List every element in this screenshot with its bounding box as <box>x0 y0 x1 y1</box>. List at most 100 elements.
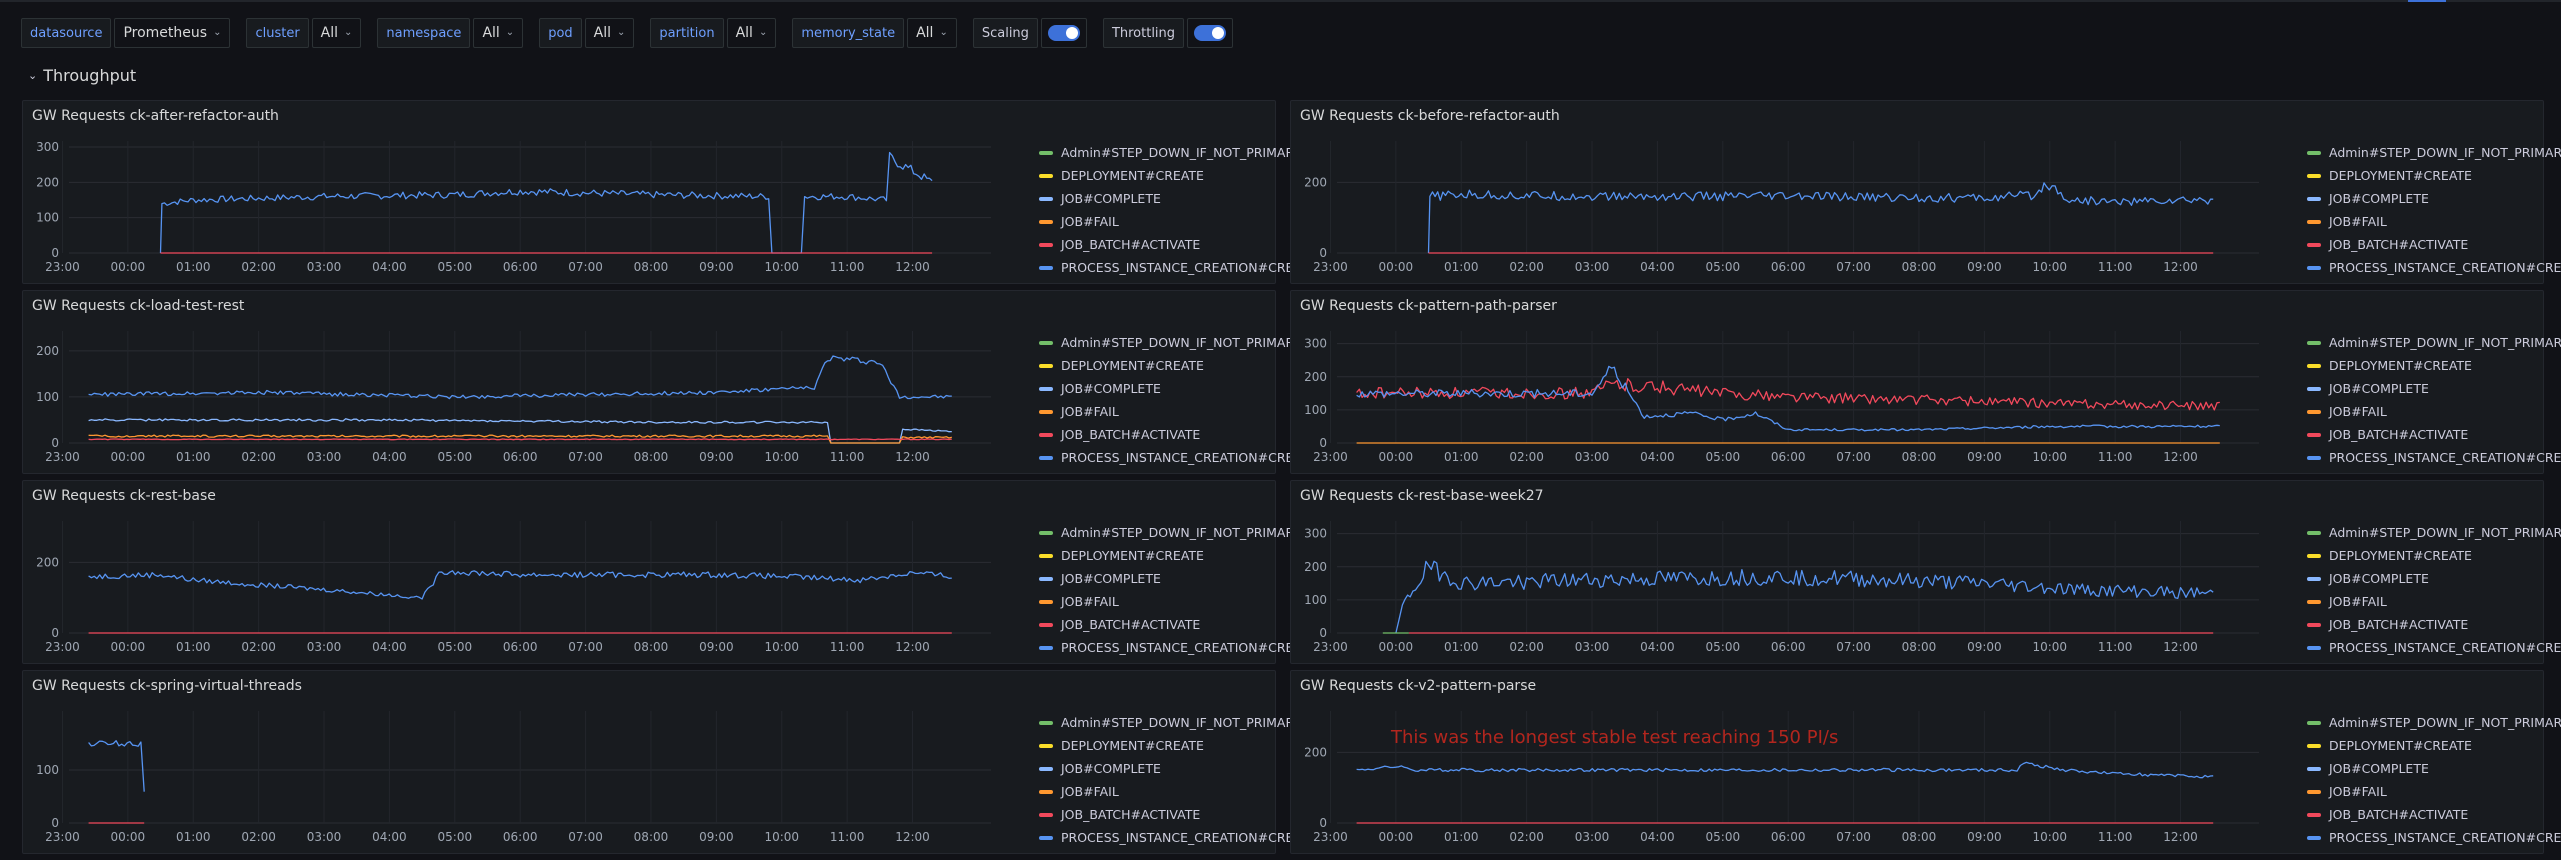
row-header[interactable]: ⌄ Throughput <box>28 66 136 85</box>
legend-item[interactable]: DEPLOYMENT#CREATE <box>1039 354 1317 377</box>
legend-swatch <box>2307 812 2321 817</box>
x-tick-label: 09:00 <box>1967 260 2002 274</box>
panel[interactable]: GW Requests ck-before-refactor-auth 0 200 2… <box>1290 100 2561 284</box>
legend-item[interactable]: JOB_BATCH#ACTIVATE <box>2307 613 2561 636</box>
x-tick-label: 12:00 <box>2163 450 2198 464</box>
legend-item[interactable]: JOB#FAIL <box>2307 590 2561 613</box>
legend-item[interactable]: JOB_BATCH#ACTIVATE <box>1039 233 1317 256</box>
legend-item[interactable]: JOB_BATCH#ACTIVATE <box>1039 613 1317 636</box>
legend-label: JOB#COMPLETE <box>2329 191 2429 206</box>
x-tick-label: 11:00 <box>830 640 865 654</box>
panel[interactable]: GW Requests ck-after-refactor-auth 0 100 20… <box>22 100 1317 284</box>
panel[interactable]: GW Requests ck-load-test-rest 0 100 200 23:0… <box>22 290 1317 474</box>
variable-select-datasource[interactable]: Prometheus ⌄ <box>114 18 231 48</box>
legend-item[interactable]: JOB#COMPLETE <box>1039 757 1317 780</box>
x-tick-label: 12:00 <box>2163 640 2198 654</box>
variable-label-cluster: cluster <box>246 18 309 48</box>
legend-item[interactable]: JOB#FAIL <box>2307 210 2561 233</box>
panel[interactable]: GW Requests ck-spring-virtual-threads 0 10… <box>22 670 1317 854</box>
legend-item[interactable]: JOB_BATCH#ACTIVATE <box>2307 233 2561 256</box>
legend-item[interactable]: Admin#STEP_DOWN_IF_NOT_PRIMARY <box>2307 141 2561 164</box>
legend-label: JOB_BATCH#ACTIVATE <box>2329 617 2469 632</box>
legend-item[interactable]: JOB#COMPLETE <box>2307 757 2561 780</box>
x-tick-label: 00:00 <box>111 640 146 654</box>
legend-item[interactable]: JOB#FAIL <box>1039 590 1317 613</box>
legend-item[interactable]: JOB#FAIL <box>2307 400 2561 423</box>
legend-item[interactable]: JOB#COMPLETE <box>2307 187 2561 210</box>
legend-item[interactable]: JOB#FAIL <box>1039 210 1317 233</box>
legend-item[interactable]: PROCESS_INSTANCE_CREATION#CREATE <box>1039 446 1317 469</box>
x-tick-label: 08:00 <box>1902 450 1937 464</box>
legend-item[interactable]: Admin#STEP_DOWN_IF_NOT_PRIMARY <box>1039 141 1317 164</box>
legend-item[interactable]: PROCESS_INSTANCE_CREATION#CREATE <box>1039 256 1317 279</box>
panel-title[interactable]: GW Requests ck-pattern-path-parser <box>1300 298 1557 314</box>
variable-select-cluster[interactable]: All ⌄ <box>311 18 362 48</box>
panel-title[interactable]: GW Requests ck-rest-base <box>32 488 216 504</box>
panel[interactable]: GW Requests ck-rest-base 0 200 23:00 00:00 01… <box>22 480 1317 664</box>
legend-item[interactable]: PROCESS_INSTANCE_CREATION#CREATE <box>1039 636 1317 659</box>
x-tick-label: 00:00 <box>1379 640 1414 654</box>
toggle-throttling[interactable] <box>1187 18 1234 48</box>
panel[interactable]: GW Requests ck-pattern-path-parser 0 100 20… <box>1290 290 2561 474</box>
legend-swatch <box>2307 340 2321 345</box>
legend-item[interactable]: JOB_BATCH#ACTIVATE <box>1039 803 1317 826</box>
legend-item[interactable]: PROCESS_INSTANCE_CREATION#CREATE <box>1039 826 1317 849</box>
x-tick-label: 23:00 <box>45 260 80 274</box>
panel-title[interactable]: GW Requests ck-spring-virtual-threads <box>32 678 302 694</box>
panel-title[interactable]: GW Requests ck-rest-base-week27 <box>1300 488 1544 504</box>
legend-item[interactable]: Admin#STEP_DOWN_IF_NOT_PRIMARY <box>2307 521 2561 544</box>
legend-item[interactable]: DEPLOYMENT#CREATE <box>2307 544 2561 567</box>
legend: Admin#STEP_DOWN_IF_NOT_PRIMARY DEPLOYMENT… <box>1039 521 1317 659</box>
legend-item[interactable]: JOB#FAIL <box>2307 780 2561 803</box>
panel-title[interactable]: GW Requests ck-before-refactor-auth <box>1300 108 1560 124</box>
panel-title[interactable]: GW Requests ck-v2-pattern-parse <box>1300 678 1537 694</box>
variable-value: All <box>482 25 500 41</box>
legend-item[interactable]: Admin#STEP_DOWN_IF_NOT_PRIMARY <box>1039 521 1317 544</box>
legend-item[interactable]: DEPLOYMENT#CREATE <box>1039 164 1317 187</box>
legend-item[interactable]: JOB#COMPLETE <box>1039 567 1317 590</box>
y-tick-label: 200 <box>1304 175 1327 189</box>
legend-item[interactable]: JOB#FAIL <box>1039 780 1317 803</box>
legend-swatch <box>2307 265 2321 270</box>
legend-item[interactable]: PROCESS_INSTANCE_CREATION#CREATE <box>2307 636 2561 659</box>
legend-item[interactable]: JOB#FAIL <box>1039 400 1317 423</box>
panel[interactable]: GW Requests ck-v2-pattern-parse 0 200 23:00… <box>1290 670 2561 854</box>
legend-item[interactable]: DEPLOYMENT#CREATE <box>1039 544 1317 567</box>
legend-item[interactable]: DEPLOYMENT#CREATE <box>1039 734 1317 757</box>
legend-label: JOB#COMPLETE <box>2329 381 2429 396</box>
legend-item[interactable]: JOB_BATCH#ACTIVATE <box>2307 423 2561 446</box>
legend-item[interactable]: Admin#STEP_DOWN_IF_NOT_PRIMARY <box>2307 331 2561 354</box>
y-tick-label: 0 <box>1319 816 1327 830</box>
legend: Admin#STEP_DOWN_IF_NOT_PRIMARY DEPLOYMENT… <box>2307 711 2561 849</box>
legend-item[interactable]: JOB_BATCH#ACTIVATE <box>2307 803 2561 826</box>
legend-item[interactable]: DEPLOYMENT#CREATE <box>2307 734 2561 757</box>
variable-select-pod[interactable]: All ⌄ <box>584 18 635 48</box>
legend-item[interactable]: JOB_BATCH#ACTIVATE <box>1039 423 1317 446</box>
legend-label: PROCESS_INSTANCE_CREATION#CREATE <box>1061 260 1317 275</box>
variable-select-memory_state[interactable]: All ⌄ <box>907 18 957 48</box>
legend-item[interactable]: PROCESS_INSTANCE_CREATION#CREATE <box>2307 446 2561 469</box>
legend-item[interactable]: DEPLOYMENT#CREATE <box>2307 164 2561 187</box>
panel[interactable]: GW Requests ck-rest-base-week27 0 100 200 30… <box>1290 480 2561 664</box>
x-tick-label: 09:00 <box>1967 450 2002 464</box>
legend-item[interactable]: PROCESS_INSTANCE_CREATION#CREATE <box>2307 256 2561 279</box>
legend-item[interactable]: Admin#STEP_DOWN_IF_NOT_PRIMARY <box>2307 711 2561 734</box>
variable-select-namespace[interactable]: All ⌄ <box>473 18 524 48</box>
variable-select-partition[interactable]: All ⌄ <box>726 18 777 48</box>
legend-item[interactable]: PROCESS_INSTANCE_CREATION#CREATE <box>2307 826 2561 849</box>
legend-item[interactable]: JOB#COMPLETE <box>1039 377 1317 400</box>
legend-item[interactable]: JOB#COMPLETE <box>2307 567 2561 590</box>
toggle-scaling[interactable] <box>1040 18 1087 48</box>
legend-item[interactable]: Admin#STEP_DOWN_IF_NOT_PRIMARY <box>1039 711 1317 734</box>
x-tick-label: 04:00 <box>372 260 407 274</box>
chevron-down-icon: ⌄ <box>758 27 768 38</box>
legend-item[interactable]: JOB#COMPLETE <box>2307 377 2561 400</box>
legend-item[interactable]: Admin#STEP_DOWN_IF_NOT_PRIMARY <box>1039 331 1317 354</box>
legend-item[interactable]: JOB#COMPLETE <box>1039 187 1317 210</box>
panel-title[interactable]: GW Requests ck-after-refactor-auth <box>32 108 279 124</box>
legend-swatch <box>2307 835 2321 840</box>
legend-label: PROCESS_INSTANCE_CREATION#CREATE <box>1061 830 1317 845</box>
legend-item[interactable]: DEPLOYMENT#CREATE <box>2307 354 2561 377</box>
panel-title[interactable]: GW Requests ck-load-test-rest <box>32 298 245 314</box>
x-tick-label: 00:00 <box>1379 830 1414 844</box>
